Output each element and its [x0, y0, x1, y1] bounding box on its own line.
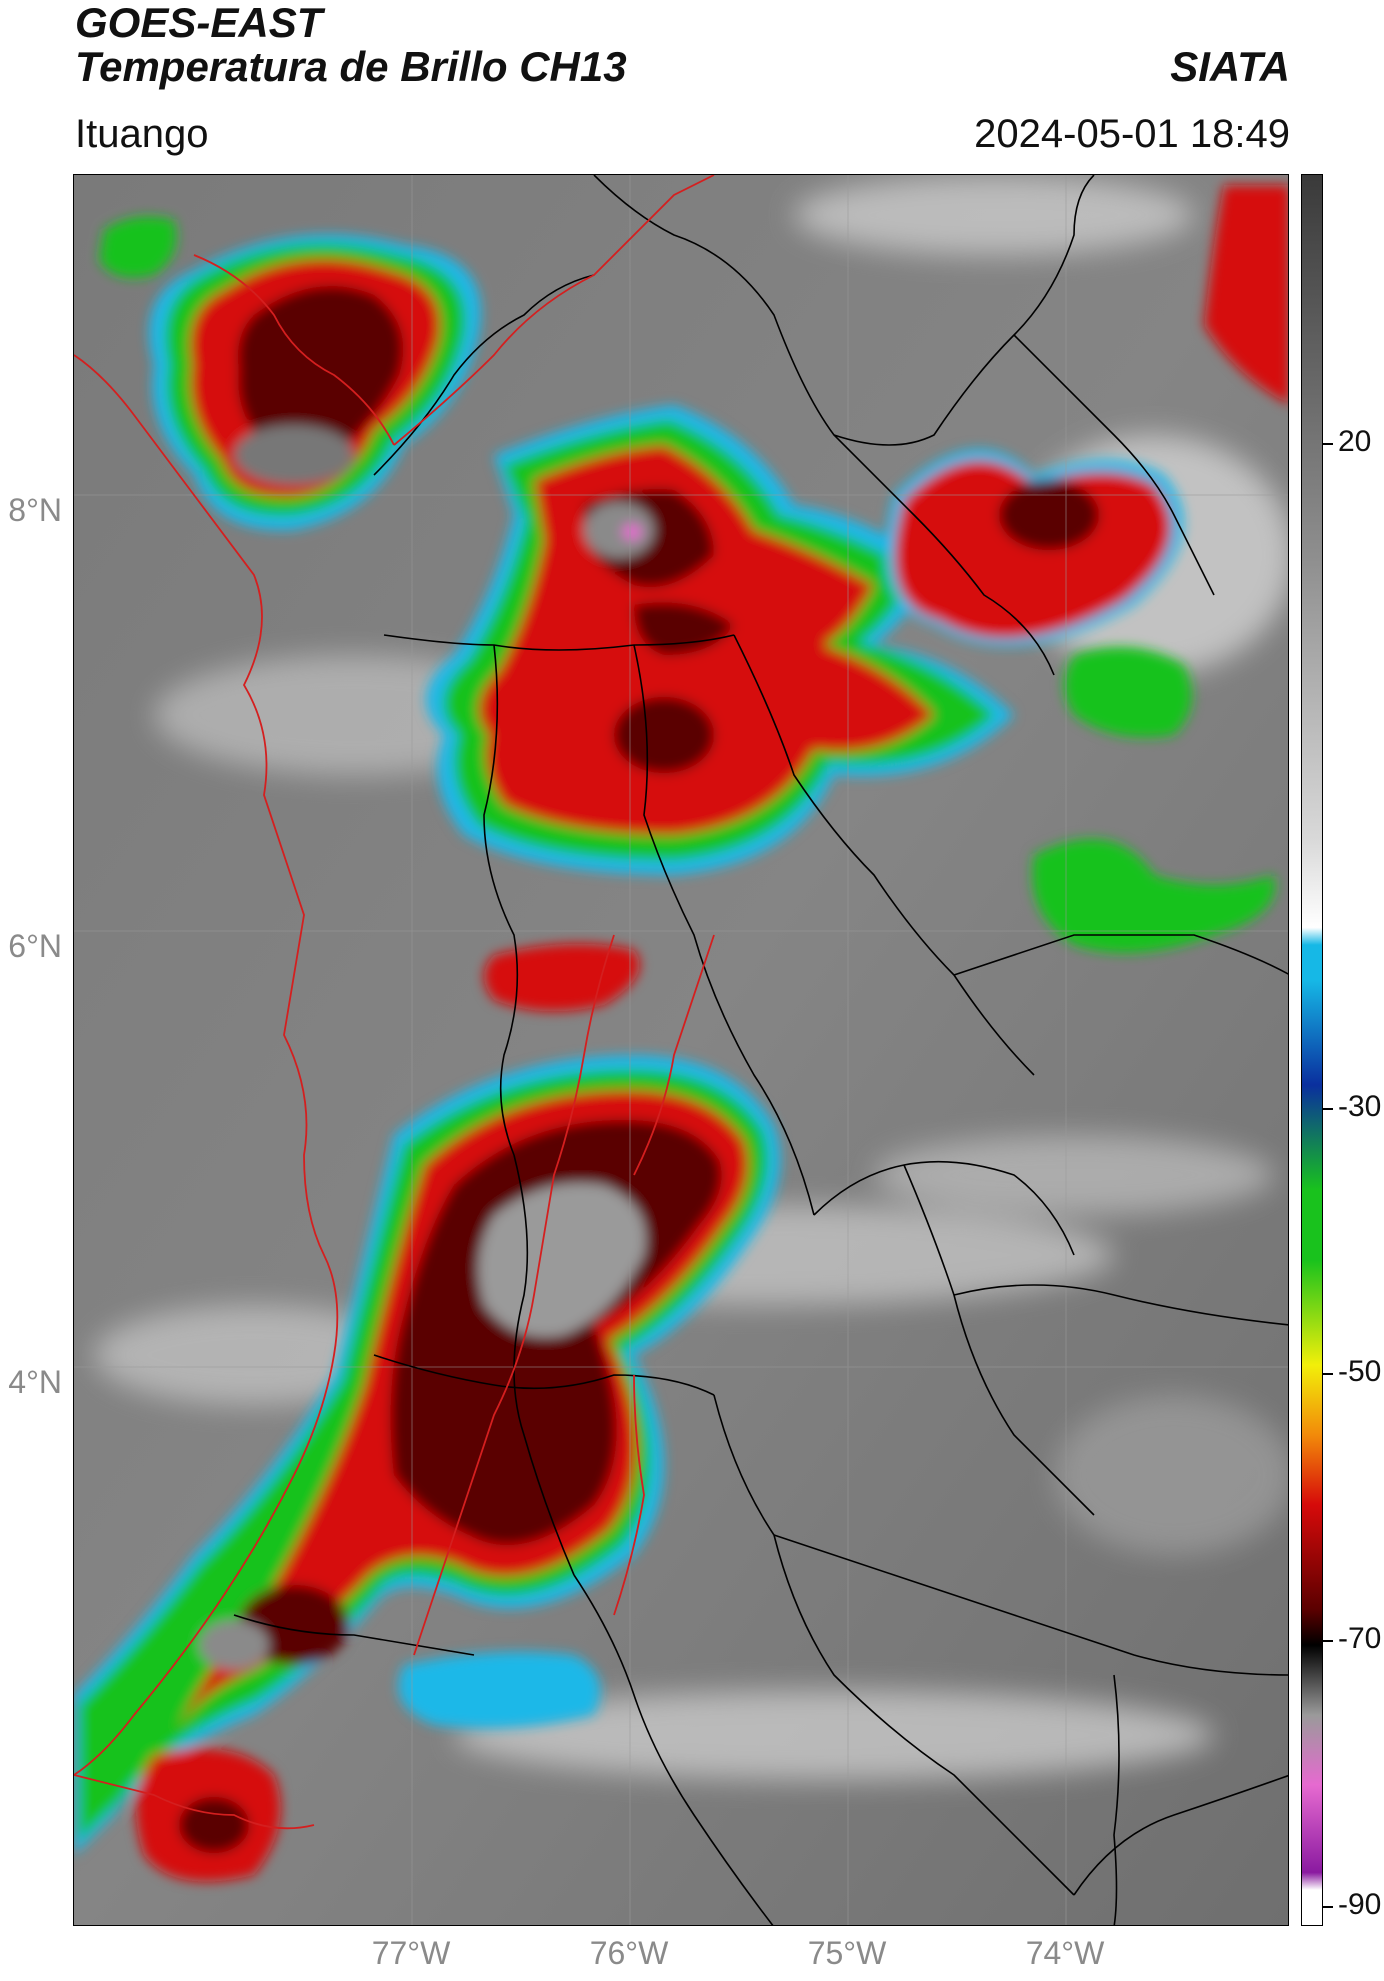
- cell-southwest-tip: [136, 1748, 281, 1882]
- colorbar-label-minus50: -50: [1338, 1355, 1382, 1388]
- cell-south-main: [74, 1055, 781, 1855]
- lat-label-8n: 8°N: [8, 492, 62, 528]
- department-borders: [233, 175, 1288, 1925]
- cell-northwest: [99, 216, 482, 531]
- colorbar-label-20: 20: [1338, 425, 1372, 458]
- cell-east: [1032, 839, 1276, 953]
- lon-label-74w: 74°W: [1025, 1935, 1105, 1971]
- cell-central-small: [484, 943, 640, 1012]
- colorbar-label-minus30: -30: [1338, 1090, 1382, 1123]
- lon-label-76w: 76°W: [589, 1935, 669, 1971]
- datetime-label: 2024-05-01 18:49: [974, 112, 1290, 156]
- graticule: [74, 175, 1288, 1925]
- lon-label-75w: 75°W: [807, 1935, 887, 1971]
- colorbar-tick-minus30: [1323, 1108, 1333, 1110]
- product-title: Temperatura de Brillo CH13: [75, 43, 627, 90]
- colorbar-label-minus90: -90: [1338, 1888, 1382, 1921]
- colorbar-tick-minus70: [1323, 1640, 1333, 1642]
- colorbar-tick-minus50: [1323, 1373, 1333, 1375]
- country-borders: [74, 175, 715, 1830]
- lat-label-4n: 4°N: [8, 1364, 62, 1400]
- location-label: Ituango: [75, 112, 209, 156]
- temperature-colorbar: [1301, 174, 1323, 1926]
- colorbar-tick-20: [1323, 443, 1333, 445]
- colorbar-tick-minus90: [1323, 1906, 1333, 1908]
- colorbar-label-minus70: -70: [1338, 1622, 1382, 1655]
- brightness-temperature-map: [73, 174, 1289, 1926]
- cell-northeast: [885, 185, 1288, 738]
- lon-label-77w: 77°W: [371, 1935, 451, 1971]
- satellite-title: GOES-EAST: [75, 0, 323, 46]
- lat-label-6n: 6°N: [8, 928, 62, 964]
- brand-label: SIATA: [1170, 43, 1290, 90]
